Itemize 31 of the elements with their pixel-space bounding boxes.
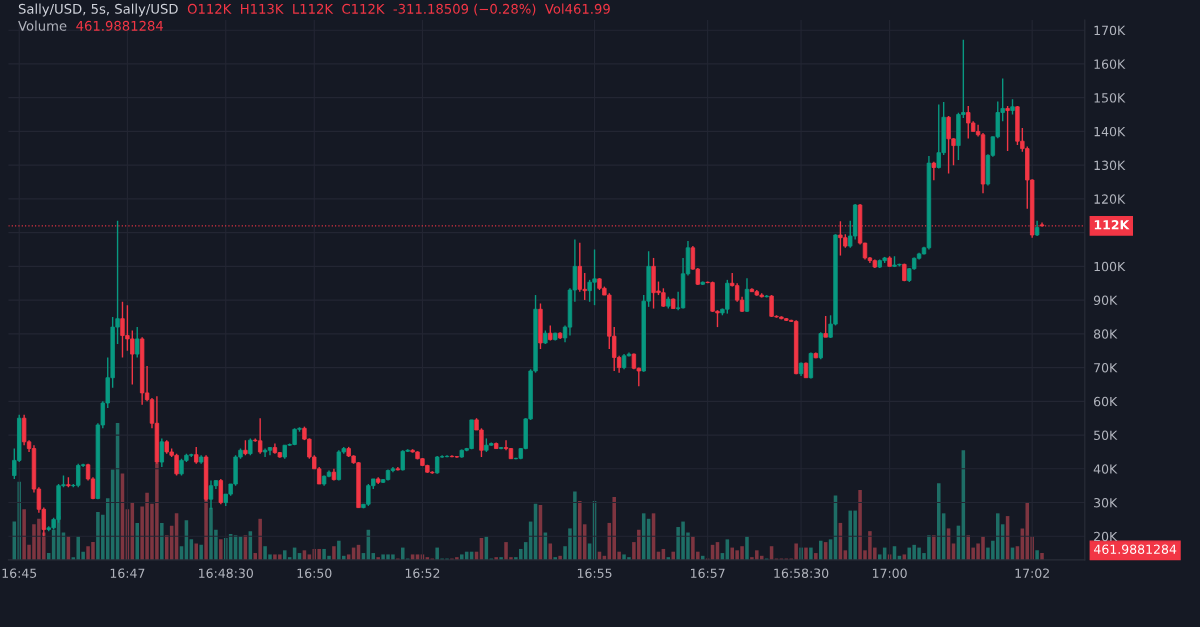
chart-title: Volume [18, 20, 67, 31]
y-tick-label: 130K [1094, 160, 1126, 171]
x-tick-label: 16:47 [110, 568, 145, 578]
y-tick-label: 80K [1093, 329, 1118, 339]
x-tick-label: 16:48:30 [199, 568, 253, 578]
x-tick-label: 16:50 [297, 568, 332, 578]
x-tick-label: 17:02 [1015, 568, 1049, 578]
y-tick-label: 140K [1094, 126, 1126, 137]
y-tick-label: 40K [1093, 464, 1118, 474]
x-tick-label: 16:55 [577, 568, 612, 578]
x-tick-label: 17:00 [872, 568, 907, 578]
y-tick-label: 170K [1094, 25, 1126, 36]
text: 461.9881284 [1094, 544, 1177, 554]
y-tick-label: 120K [1094, 194, 1126, 204]
x-tick-label: 16:57 [691, 568, 725, 578]
y-tick-label: 160K [1094, 59, 1126, 69]
annotation: 461.9881284 [76, 20, 164, 31]
x-tick-label: 16:52 [405, 568, 440, 578]
y-tick-label: 100K [1094, 261, 1126, 272]
chart-title: Sally/USD, 5s, Sally/USD [18, 3, 178, 17]
y-tick-label: 70K [1094, 363, 1118, 373]
y-tick-label: 60K [1094, 396, 1118, 407]
y-tick-label: 90K [1093, 295, 1118, 306]
chart-subtitle: O112K H113K L112K C112K -311.18509 (−0.28%) Vol461.99 [187, 3, 610, 16]
x-tick-label: 16:58:30 [774, 568, 829, 578]
y-tick-label: 150K [1094, 93, 1126, 103]
ref-line-label: 112K [1094, 220, 1130, 230]
x-tick-label: 16:45 [2, 568, 37, 578]
y-tick-label: 50K [1094, 430, 1118, 440]
y-tick-label: 20K [1094, 531, 1118, 542]
y-tick-label: 30K [1094, 498, 1118, 508]
